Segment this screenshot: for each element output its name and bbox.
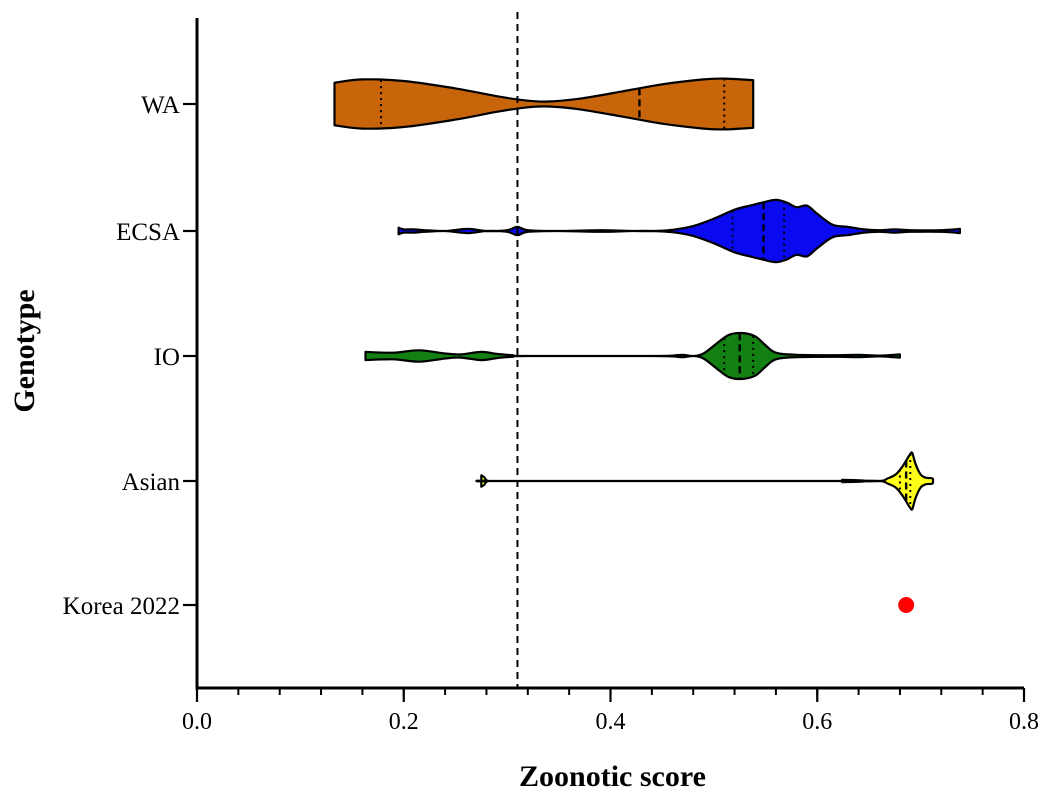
violin-ecsa [397, 198, 961, 264]
x-tick-label: 0.6 [802, 709, 832, 735]
x-tick-label: 0.2 [389, 709, 419, 735]
violin-wa [333, 77, 755, 131]
y-category-label: ECSA [116, 219, 180, 246]
y-axis-ticks: WA ECSA IO Asian Korea 2022 [63, 92, 197, 620]
x-tick-label: 0.0 [182, 709, 212, 735]
x-tick-label: 0.4 [596, 709, 626, 735]
violin-io [364, 331, 901, 381]
x-axis-ticks: 0.0 0.2 0.4 0.6 0.8 [182, 688, 1039, 735]
violin-layer [333, 77, 961, 511]
y-category-label: WA [141, 92, 180, 119]
y-category-label: Asian [122, 469, 181, 496]
violin-body-io [364, 331, 901, 381]
y-axis-title: Genotype [8, 289, 41, 412]
point-korea-2022 [898, 597, 915, 613]
x-tick-label: 0.8 [1009, 709, 1039, 735]
violin-body-ecsa [397, 198, 961, 264]
violin-body-wa [333, 77, 755, 131]
point-layer [898, 597, 915, 613]
x-axis-title: Zoonotic score [519, 760, 706, 793]
y-category-label: IO [154, 344, 180, 371]
violin-body-asian [475, 451, 935, 511]
violin-asian [475, 451, 935, 511]
y-category-label: Korea 2022 [63, 593, 180, 620]
